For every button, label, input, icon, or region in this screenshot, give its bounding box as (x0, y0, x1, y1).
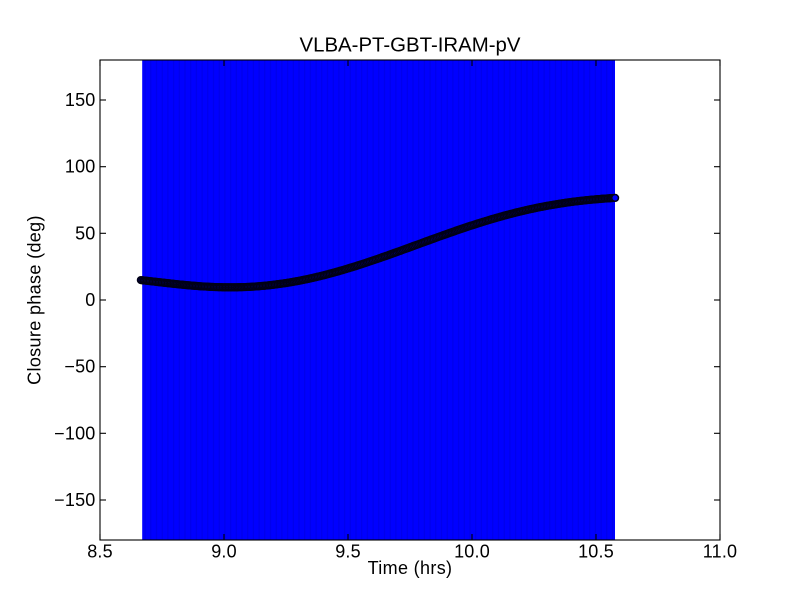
svg-text:0: 0 (85, 290, 95, 310)
svg-text:−50: −50 (64, 357, 95, 377)
svg-text:Closure phase (deg): Closure phase (deg) (25, 215, 45, 385)
svg-text:9.0: 9.0 (211, 541, 237, 561)
svg-text:11.0: 11.0 (703, 541, 738, 561)
svg-text:−100: −100 (54, 423, 95, 443)
svg-text:100: 100 (65, 157, 96, 177)
svg-text:150: 150 (65, 90, 96, 110)
svg-text:10.0: 10.0 (454, 541, 490, 561)
svg-text:8.5: 8.5 (87, 541, 113, 561)
svg-text:−150: −150 (54, 490, 95, 510)
svg-text:VLBA-PT-GBT-IRAM-pV: VLBA-PT-GBT-IRAM-pV (300, 35, 521, 57)
svg-text:50: 50 (75, 223, 95, 243)
svg-text:Time (hrs): Time (hrs) (368, 558, 453, 578)
svg-text:9.5: 9.5 (335, 541, 361, 561)
svg-text:10.5: 10.5 (578, 541, 614, 561)
